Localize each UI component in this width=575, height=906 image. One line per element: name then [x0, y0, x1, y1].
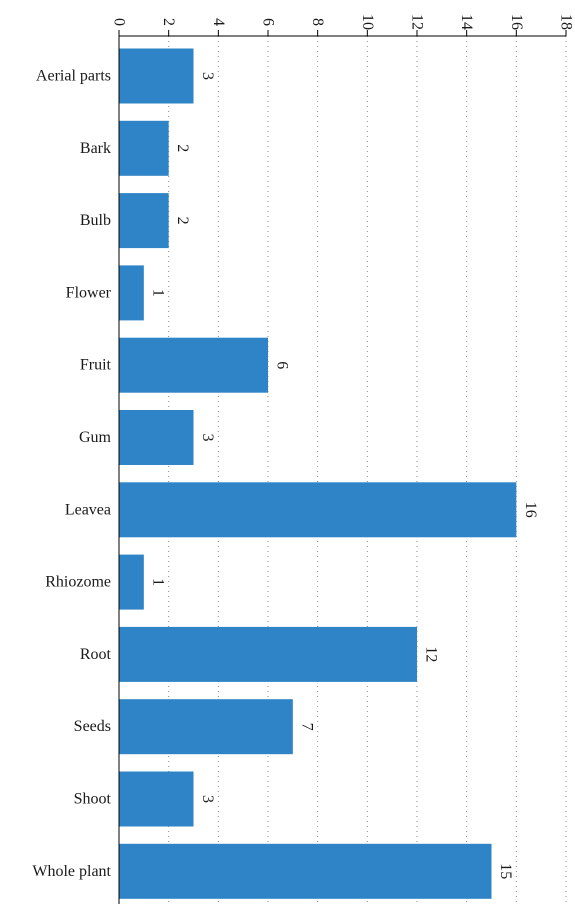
bar	[119, 771, 194, 827]
category-label: Rhiozome	[45, 574, 111, 591]
x-tick-label: 0	[111, 18, 128, 26]
data-label: 6	[274, 361, 291, 369]
category-label: Seeds	[74, 718, 111, 735]
bar	[119, 843, 492, 899]
data-label: 12	[423, 646, 440, 662]
data-label: 15	[497, 863, 514, 879]
data-label: 2	[174, 217, 191, 225]
category-label: Bark	[80, 140, 111, 157]
x-tick-label: 8	[309, 18, 326, 26]
x-tick-label: 12	[409, 14, 426, 30]
bar	[119, 626, 417, 682]
x-tick-label: 16	[508, 14, 525, 30]
category-label: Flower	[66, 284, 112, 301]
category-label: Fruit	[80, 357, 112, 374]
bars	[119, 48, 517, 899]
category-label: Root	[80, 646, 112, 663]
data-label: 2	[174, 144, 191, 152]
bar	[119, 554, 144, 610]
data-label: 7	[298, 723, 315, 731]
bar	[119, 120, 169, 176]
category-label: Gum	[79, 429, 112, 446]
bar	[119, 337, 268, 393]
x-tick-label: 6	[260, 18, 277, 26]
data-label: 3	[199, 434, 216, 442]
data-label: 16	[522, 502, 539, 518]
category-label: Leavea	[65, 501, 111, 518]
bar	[119, 48, 194, 104]
bar	[119, 265, 144, 321]
data-label: 3	[199, 72, 216, 80]
data-label: 3	[199, 795, 216, 803]
x-tick-label: 4	[210, 18, 227, 26]
bar	[119, 482, 517, 538]
bar	[119, 410, 194, 465]
x-tick-label: 14	[458, 14, 475, 30]
category-label: Bulb	[80, 212, 111, 229]
gridlines	[168, 36, 567, 904]
bar	[119, 193, 169, 249]
x-tick-label: 18	[558, 14, 575, 30]
bar	[119, 699, 293, 755]
axes	[118, 30, 567, 904]
category-label: Whole plant	[32, 863, 111, 880]
category-label: Aerial parts	[36, 68, 111, 85]
x-tick-label: 2	[160, 18, 177, 26]
x-tick-label: 10	[359, 14, 376, 30]
category-label: Shoot	[74, 791, 112, 808]
data-label: 1	[149, 578, 166, 586]
data-label: 1	[149, 289, 166, 297]
